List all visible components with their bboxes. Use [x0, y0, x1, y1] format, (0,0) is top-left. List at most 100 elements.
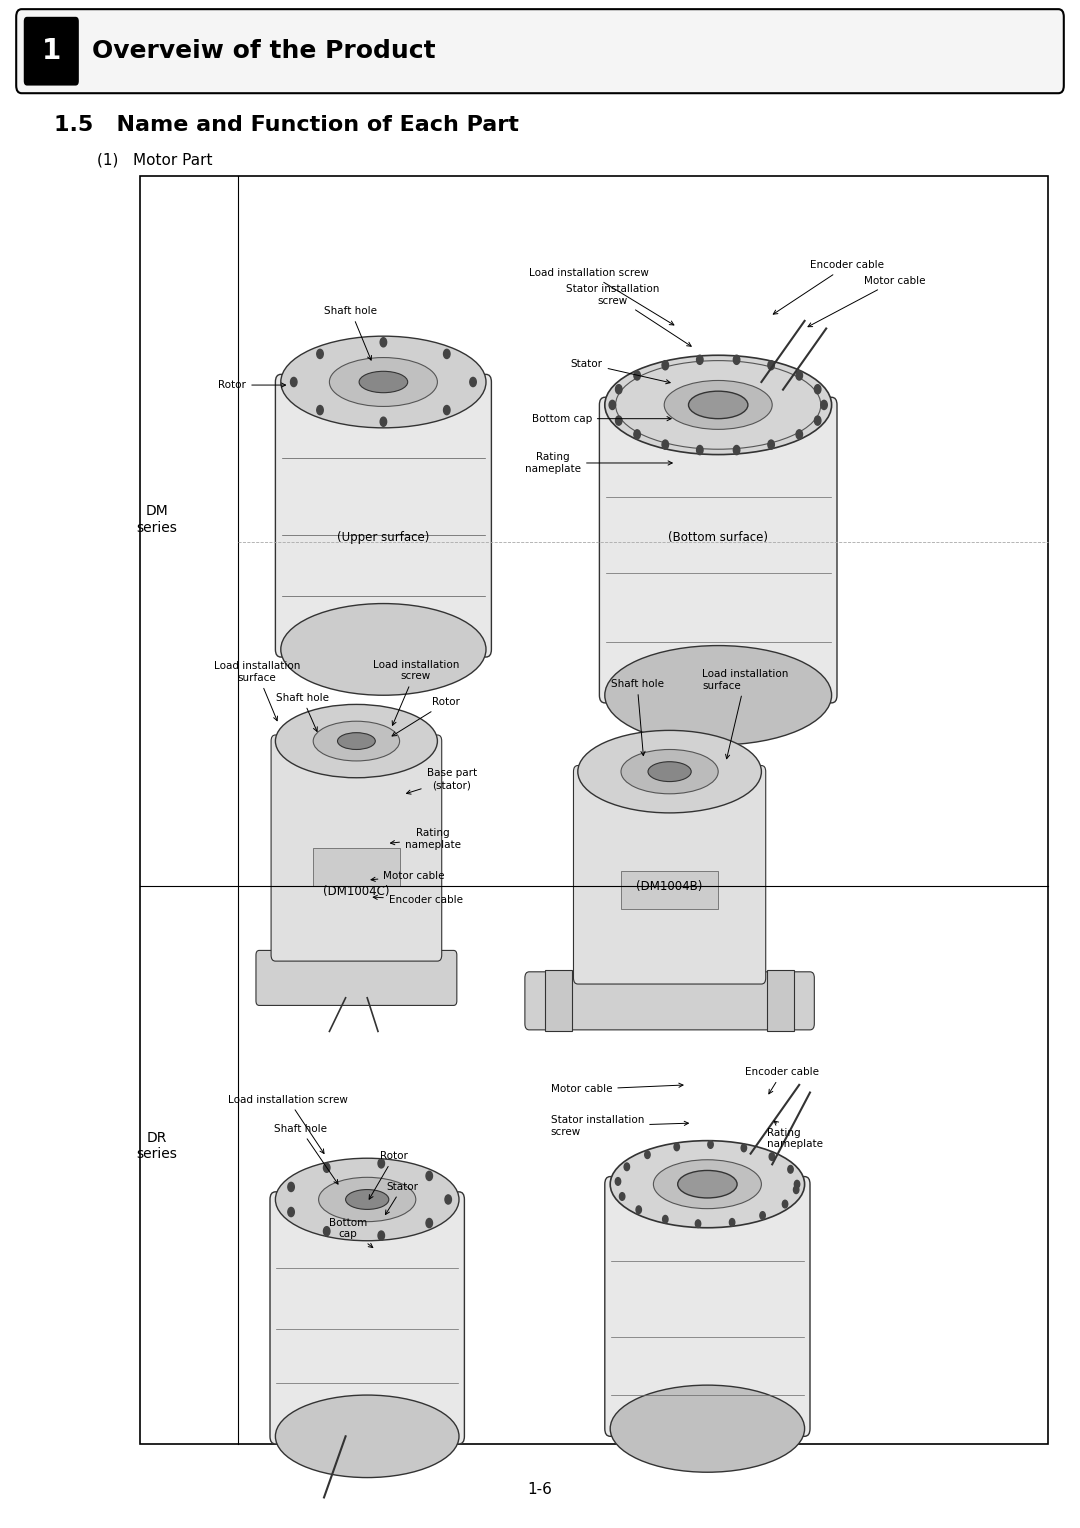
Circle shape — [378, 1158, 384, 1167]
Circle shape — [707, 1141, 713, 1149]
Text: Shaft hole: Shaft hole — [275, 692, 329, 732]
Bar — [621, 871, 718, 909]
Circle shape — [733, 354, 740, 364]
Circle shape — [609, 400, 616, 410]
Text: Bottom
cap: Bottom cap — [329, 1218, 373, 1247]
Circle shape — [636, 1206, 642, 1213]
Ellipse shape — [610, 1384, 805, 1473]
Text: Base part
(stator): Base part (stator) — [406, 769, 476, 795]
Circle shape — [674, 1143, 679, 1151]
Text: Overveiw of the Product: Overveiw of the Product — [92, 40, 435, 63]
Circle shape — [291, 377, 297, 387]
Text: Rotor: Rotor — [392, 697, 460, 736]
Ellipse shape — [664, 380, 772, 429]
Ellipse shape — [275, 704, 437, 778]
Circle shape — [697, 354, 703, 364]
Circle shape — [316, 405, 323, 414]
Text: (1)   Motor Part: (1) Motor Part — [97, 153, 213, 168]
Circle shape — [696, 1219, 701, 1227]
Text: DR
series: DR series — [136, 1131, 177, 1161]
Text: Rating
nameplate: Rating nameplate — [391, 828, 461, 850]
Circle shape — [426, 1218, 432, 1227]
Circle shape — [288, 1183, 295, 1192]
Bar — [140, 176, 1048, 1444]
Text: Stator installation
screw: Stator installation screw — [551, 1115, 688, 1137]
Text: Stator: Stator — [386, 1181, 419, 1215]
Text: Load installation screw: Load installation screw — [229, 1094, 348, 1154]
Text: Rating
nameplate: Rating nameplate — [767, 1122, 823, 1149]
Circle shape — [814, 416, 821, 425]
Circle shape — [616, 416, 622, 425]
FancyBboxPatch shape — [599, 397, 837, 703]
Circle shape — [616, 1178, 621, 1186]
Circle shape — [814, 385, 821, 394]
Ellipse shape — [610, 1140, 805, 1229]
Circle shape — [444, 405, 450, 414]
FancyBboxPatch shape — [525, 972, 814, 1030]
Ellipse shape — [689, 391, 748, 419]
Ellipse shape — [281, 336, 486, 428]
Ellipse shape — [653, 1160, 761, 1209]
Text: 1.5   Name and Function of Each Part: 1.5 Name and Function of Each Part — [54, 115, 518, 134]
Ellipse shape — [359, 371, 408, 393]
Text: Encoder cable: Encoder cable — [773, 260, 885, 315]
Text: Load installation
surface: Load installation surface — [702, 669, 788, 759]
Text: Encoder cable: Encoder cable — [374, 895, 463, 905]
Circle shape — [470, 377, 476, 387]
Circle shape — [663, 1215, 669, 1222]
Circle shape — [760, 1212, 766, 1219]
FancyBboxPatch shape — [605, 1177, 810, 1436]
Bar — [545, 970, 572, 1031]
Ellipse shape — [621, 750, 718, 795]
Ellipse shape — [275, 1158, 459, 1241]
Circle shape — [444, 350, 450, 359]
Circle shape — [796, 371, 802, 380]
Ellipse shape — [281, 604, 486, 695]
FancyBboxPatch shape — [24, 17, 79, 86]
Text: Load installation screw: Load installation screw — [529, 267, 674, 325]
Circle shape — [769, 1152, 774, 1160]
FancyBboxPatch shape — [16, 9, 1064, 93]
FancyBboxPatch shape — [573, 766, 766, 984]
Circle shape — [645, 1151, 650, 1158]
Circle shape — [787, 1166, 793, 1174]
Text: Encoder cable: Encoder cable — [745, 1067, 820, 1094]
Text: Shaft hole: Shaft hole — [324, 306, 378, 361]
Circle shape — [794, 1186, 799, 1193]
Text: Stator installation
screw: Stator installation screw — [566, 284, 691, 347]
FancyBboxPatch shape — [270, 1192, 464, 1444]
Ellipse shape — [677, 1170, 737, 1198]
Text: Motor cable: Motor cable — [551, 1083, 683, 1094]
Text: (Upper surface): (Upper surface) — [337, 532, 430, 544]
Circle shape — [768, 440, 774, 449]
Circle shape — [794, 1180, 799, 1189]
Ellipse shape — [329, 358, 437, 406]
Text: Load installation
screw: Load installation screw — [373, 660, 459, 726]
Circle shape — [821, 400, 827, 410]
Circle shape — [288, 1207, 295, 1216]
Text: Motor cable: Motor cable — [808, 275, 926, 327]
FancyBboxPatch shape — [256, 950, 457, 1005]
Text: Rating
nameplate: Rating nameplate — [525, 452, 672, 474]
Text: Bottom cap: Bottom cap — [531, 414, 671, 423]
Circle shape — [729, 1218, 734, 1225]
Text: DM
series: DM series — [136, 504, 177, 535]
Text: Shaft hole: Shaft hole — [273, 1123, 338, 1184]
Circle shape — [316, 350, 323, 359]
Text: Rotor: Rotor — [369, 1151, 408, 1199]
Text: Motor cable: Motor cable — [372, 871, 445, 882]
Circle shape — [380, 417, 387, 426]
Text: Stator: Stator — [570, 359, 671, 384]
Bar — [313, 848, 400, 886]
Circle shape — [426, 1172, 432, 1181]
Circle shape — [324, 1227, 330, 1236]
Circle shape — [380, 338, 387, 347]
Ellipse shape — [346, 1189, 389, 1210]
Circle shape — [634, 371, 640, 380]
Text: (Bottom surface): (Bottom surface) — [669, 532, 768, 544]
Ellipse shape — [605, 356, 832, 455]
Circle shape — [733, 446, 740, 455]
Text: (DM1004B): (DM1004B) — [636, 880, 703, 894]
Text: Load installation
surface: Load installation surface — [214, 662, 300, 721]
Ellipse shape — [605, 646, 832, 746]
